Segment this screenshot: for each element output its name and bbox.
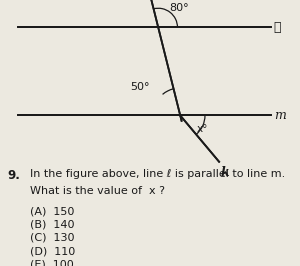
Text: m: m	[274, 109, 286, 122]
Text: 50°: 50°	[130, 82, 150, 92]
Text: What is the value of  x ?: What is the value of x ?	[30, 186, 165, 196]
Text: k: k	[220, 166, 229, 179]
Text: In the figure above, line ℓ is parallel to line m.: In the figure above, line ℓ is parallel …	[30, 169, 285, 179]
Text: (C)  130: (C) 130	[30, 233, 74, 243]
Text: (E)  100: (E) 100	[30, 259, 74, 266]
Text: 9.: 9.	[8, 169, 20, 182]
Text: ℓ: ℓ	[274, 21, 281, 34]
Text: x°: x°	[196, 124, 208, 134]
Text: (D)  110: (D) 110	[30, 246, 75, 256]
Text: (B)  140: (B) 140	[30, 219, 74, 230]
Text: 80°: 80°	[169, 3, 188, 13]
Text: (A)  150: (A) 150	[30, 206, 74, 216]
